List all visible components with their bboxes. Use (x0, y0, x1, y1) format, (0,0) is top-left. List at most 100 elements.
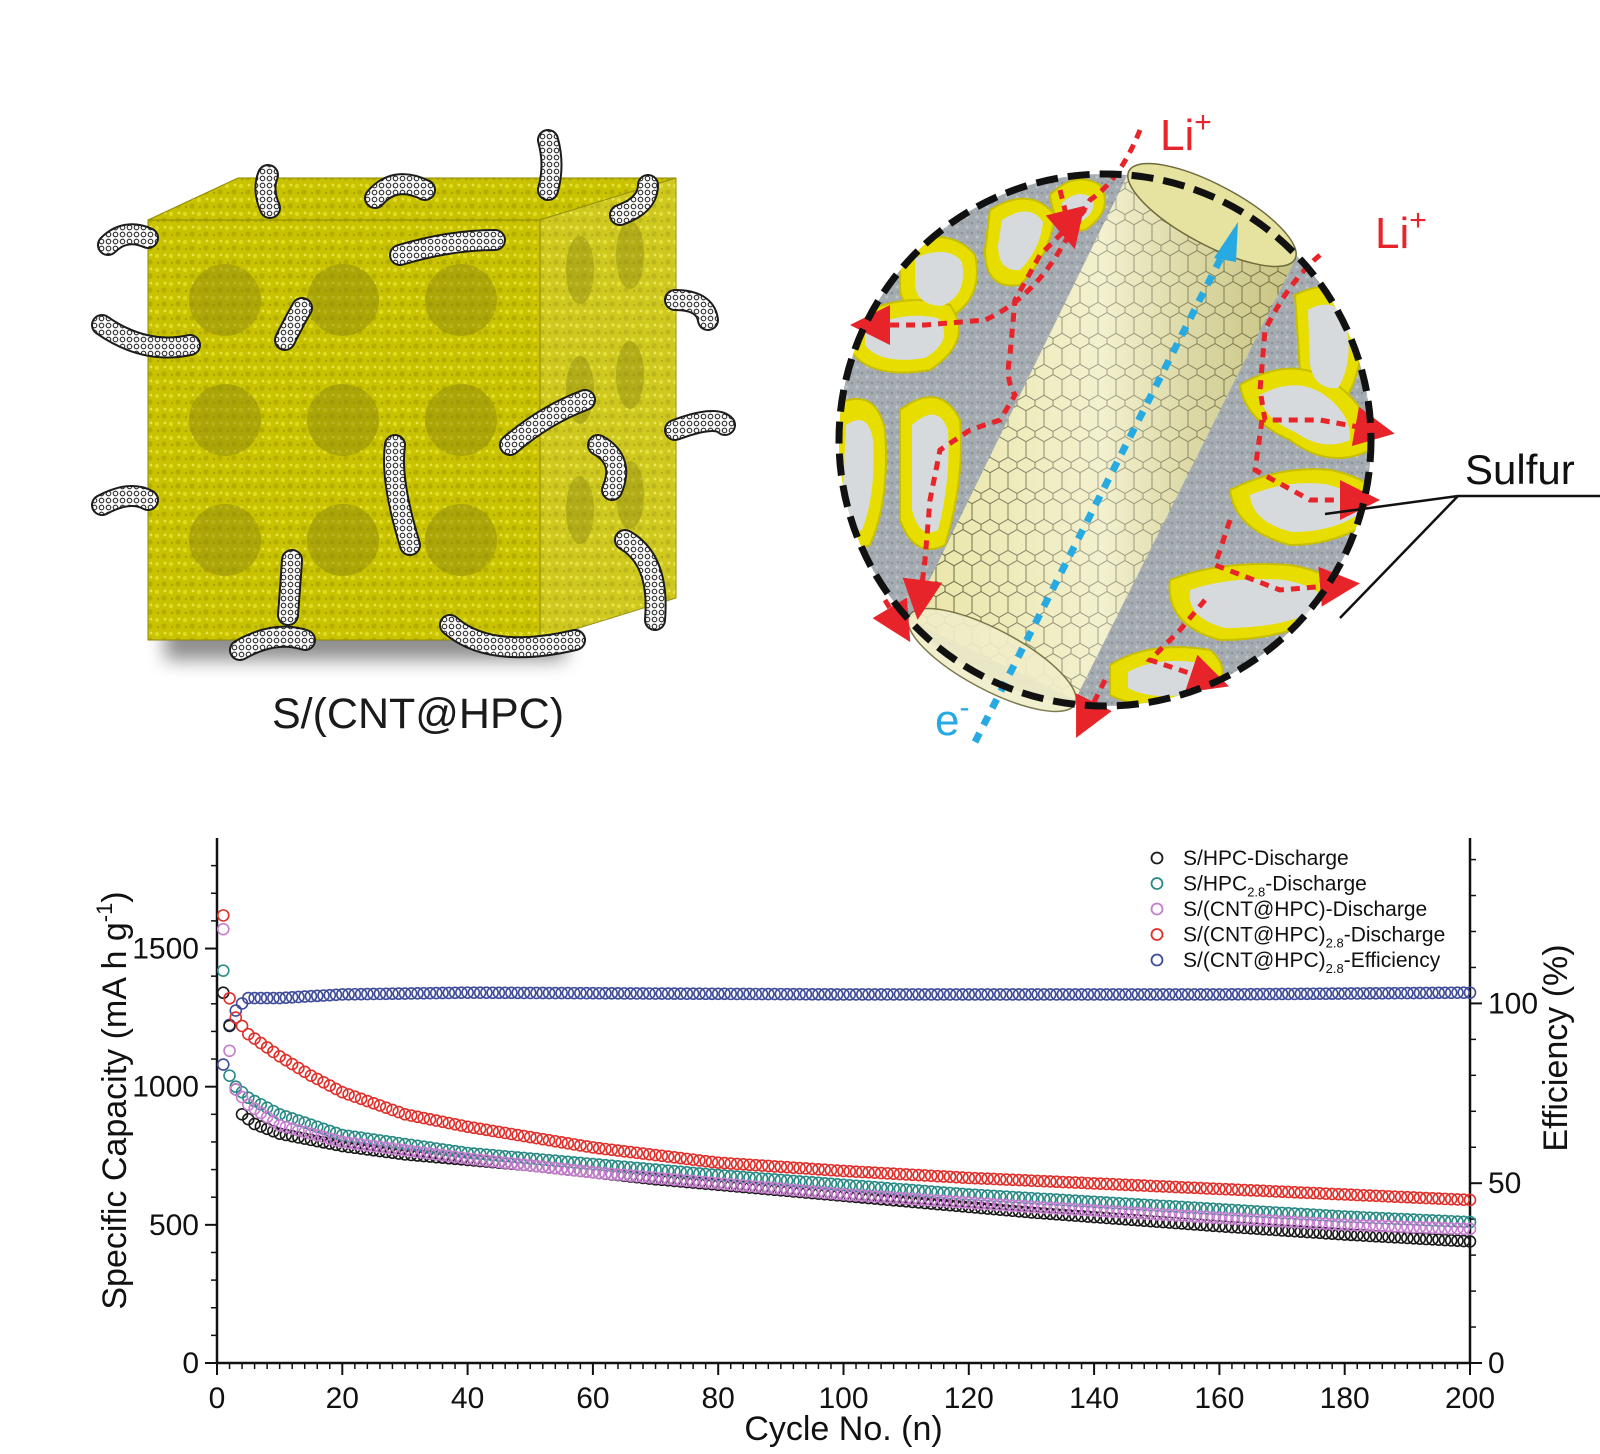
electron-path (971, 222, 1238, 744)
data-point (1094, 1195, 1107, 1209)
data-point (348, 1090, 362, 1103)
data-point (705, 1168, 719, 1181)
data-point (467, 986, 481, 999)
data-point (1169, 988, 1182, 1001)
data-point (718, 1156, 731, 1170)
data-point (674, 1173, 687, 1187)
data-point (693, 1175, 706, 1189)
data-point (517, 986, 531, 1000)
data-point (1388, 986, 1402, 1000)
data-point (586, 1166, 600, 1179)
data-point (1219, 1220, 1232, 1233)
data-point (1219, 1211, 1232, 1225)
data-point (1106, 1205, 1120, 1218)
data-point (1357, 1229, 1370, 1242)
data-point (1031, 1200, 1045, 1214)
data-point (1213, 1182, 1226, 1196)
data-point (912, 1193, 925, 1206)
data-point (1401, 986, 1414, 1000)
data-point (1137, 1198, 1151, 1212)
data-point (968, 1188, 982, 1202)
data-point (285, 1057, 299, 1071)
data-point (1069, 1194, 1082, 1208)
data-point (611, 987, 625, 1000)
data-point (837, 1178, 850, 1192)
data-point (686, 1153, 700, 1166)
data-point (849, 988, 863, 1001)
x-tick-label: 40 (451, 1382, 484, 1415)
data-point (480, 1154, 493, 1167)
data-point (1256, 1214, 1270, 1227)
data-point (1263, 1205, 1276, 1219)
data-point (968, 988, 982, 1001)
legend-marker (1150, 851, 1164, 865)
data-point (993, 1189, 1007, 1203)
data-point (517, 1129, 531, 1143)
data-point (586, 986, 600, 1000)
data-point (962, 1188, 976, 1201)
data-point (429, 1114, 443, 1127)
data-point (1169, 1200, 1182, 1213)
data-point (574, 1164, 587, 1178)
data-point (1025, 1174, 1038, 1187)
data-point (542, 1153, 556, 1167)
data-point (260, 991, 274, 1005)
data-point (1313, 1217, 1326, 1230)
data-point (1388, 1220, 1402, 1233)
data-point (398, 1143, 412, 1157)
data-point (592, 1158, 606, 1171)
data-point (1438, 1221, 1452, 1235)
data-point (630, 987, 644, 1000)
data-point (906, 988, 919, 1001)
data-point (975, 1197, 988, 1210)
data-point (1444, 1222, 1458, 1235)
data-point (1357, 1219, 1370, 1232)
data-point (542, 1161, 556, 1174)
data-point (1407, 986, 1420, 1000)
data-point (743, 1171, 756, 1184)
data-point (931, 1185, 944, 1199)
data-point (718, 1169, 731, 1182)
data-point (1043, 1175, 1057, 1188)
data-point (1087, 1195, 1101, 1209)
data-point (1150, 1215, 1164, 1228)
data-point (1275, 987, 1289, 1001)
data-point (899, 988, 913, 1001)
data-point (1156, 1215, 1170, 1229)
data-point (323, 1079, 337, 1092)
data-point (1344, 1188, 1358, 1202)
data-point (931, 1194, 944, 1207)
data-point (680, 1174, 694, 1187)
data-point (949, 1170, 963, 1184)
data-point (1106, 1196, 1120, 1210)
data-point (1156, 1208, 1170, 1221)
data-point (1338, 1218, 1351, 1232)
data-point (962, 1200, 976, 1214)
data-point (1375, 1189, 1389, 1203)
data-point (260, 1041, 274, 1054)
data-point (1181, 1209, 1195, 1223)
data-point (981, 988, 994, 1001)
electron-label: e- (935, 691, 969, 745)
data-point (1144, 988, 1157, 1001)
data-point (1062, 1202, 1076, 1216)
data-point (780, 1160, 794, 1174)
data-point (774, 1160, 788, 1174)
data-point (248, 991, 261, 1005)
data-point (899, 1183, 913, 1196)
data-point (1006, 1173, 1019, 1187)
data-point (1050, 1175, 1063, 1189)
data-point (1006, 1199, 1019, 1212)
data-point (1200, 1219, 1214, 1232)
data-point (749, 1180, 763, 1194)
data-point (1244, 1184, 1258, 1197)
data-point (1275, 1224, 1289, 1237)
data-point (567, 1138, 581, 1151)
data-point (279, 991, 293, 1004)
data-point (567, 1156, 581, 1169)
data-point (1282, 1185, 1295, 1199)
data-point (680, 1166, 694, 1179)
data-point (1263, 1214, 1276, 1227)
data-point (1012, 1191, 1026, 1204)
